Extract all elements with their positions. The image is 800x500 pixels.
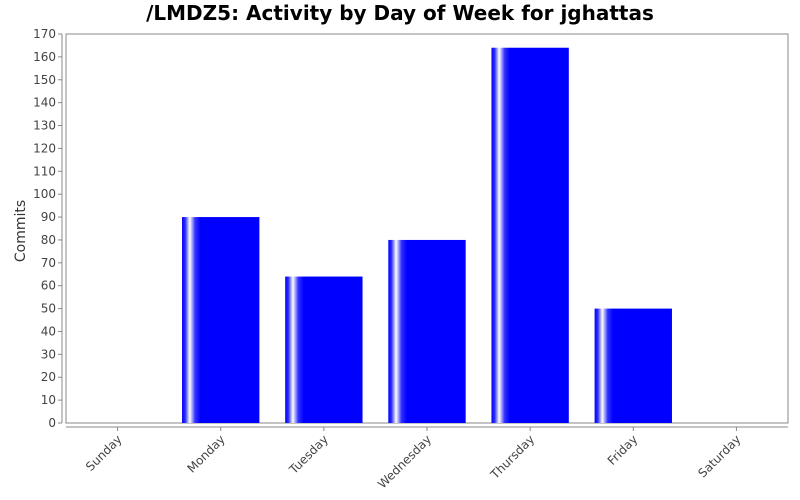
y-tick-label: 170	[33, 27, 56, 41]
y-tick-label: 120	[33, 141, 56, 155]
x-tick-label: Saturday	[695, 432, 743, 480]
y-axis: 0 10 20 30 40 50 60 70 80 90 100 110 120 130 140 150 160…	[33, 27, 63, 430]
y-tick-label: 40	[41, 324, 56, 338]
x-tick-label: Tuesday	[286, 432, 331, 477]
bar-monday	[182, 217, 260, 423]
y-tick-label: 160	[33, 50, 56, 64]
y-tick-label: 130	[33, 119, 56, 133]
x-tick-label: Sunday	[83, 432, 125, 474]
y-tick-label: 30	[41, 347, 56, 361]
y-tick-label: 80	[41, 233, 56, 247]
y-tick-label: 90	[41, 210, 56, 224]
y-tick-label: 0	[48, 416, 56, 430]
x-tick-label: Monday	[184, 432, 227, 475]
y-tick-label: 70	[41, 256, 56, 270]
y-tick-label: 10	[41, 393, 56, 407]
bar-tuesday	[285, 276, 363, 423]
bar-wednesday	[388, 239, 466, 423]
y-tick-label: 60	[41, 279, 56, 293]
y-axis-label: Commits	[13, 200, 29, 262]
y-tick-label: 150	[33, 73, 56, 87]
y-tick-label: 20	[41, 370, 56, 384]
y-tick-label: 50	[41, 302, 56, 316]
bars-group	[182, 47, 672, 424]
bar-friday	[594, 308, 672, 423]
chart-title: /LMDZ5: Activity by Day of Week for jgha…	[146, 1, 654, 25]
y-tick-label: 100	[33, 187, 56, 201]
x-tick-label: Friday	[605, 432, 641, 468]
y-tick-label: 140	[33, 96, 56, 110]
x-tick-label: Thursday	[487, 432, 537, 482]
x-tick-label: Wednesday	[375, 432, 434, 491]
y-tick-label: 110	[33, 164, 56, 178]
x-axis: Sunday Monday Tuesday Wednesday Thursday Frid…	[66, 426, 788, 491]
bar-thursday	[491, 47, 569, 424]
